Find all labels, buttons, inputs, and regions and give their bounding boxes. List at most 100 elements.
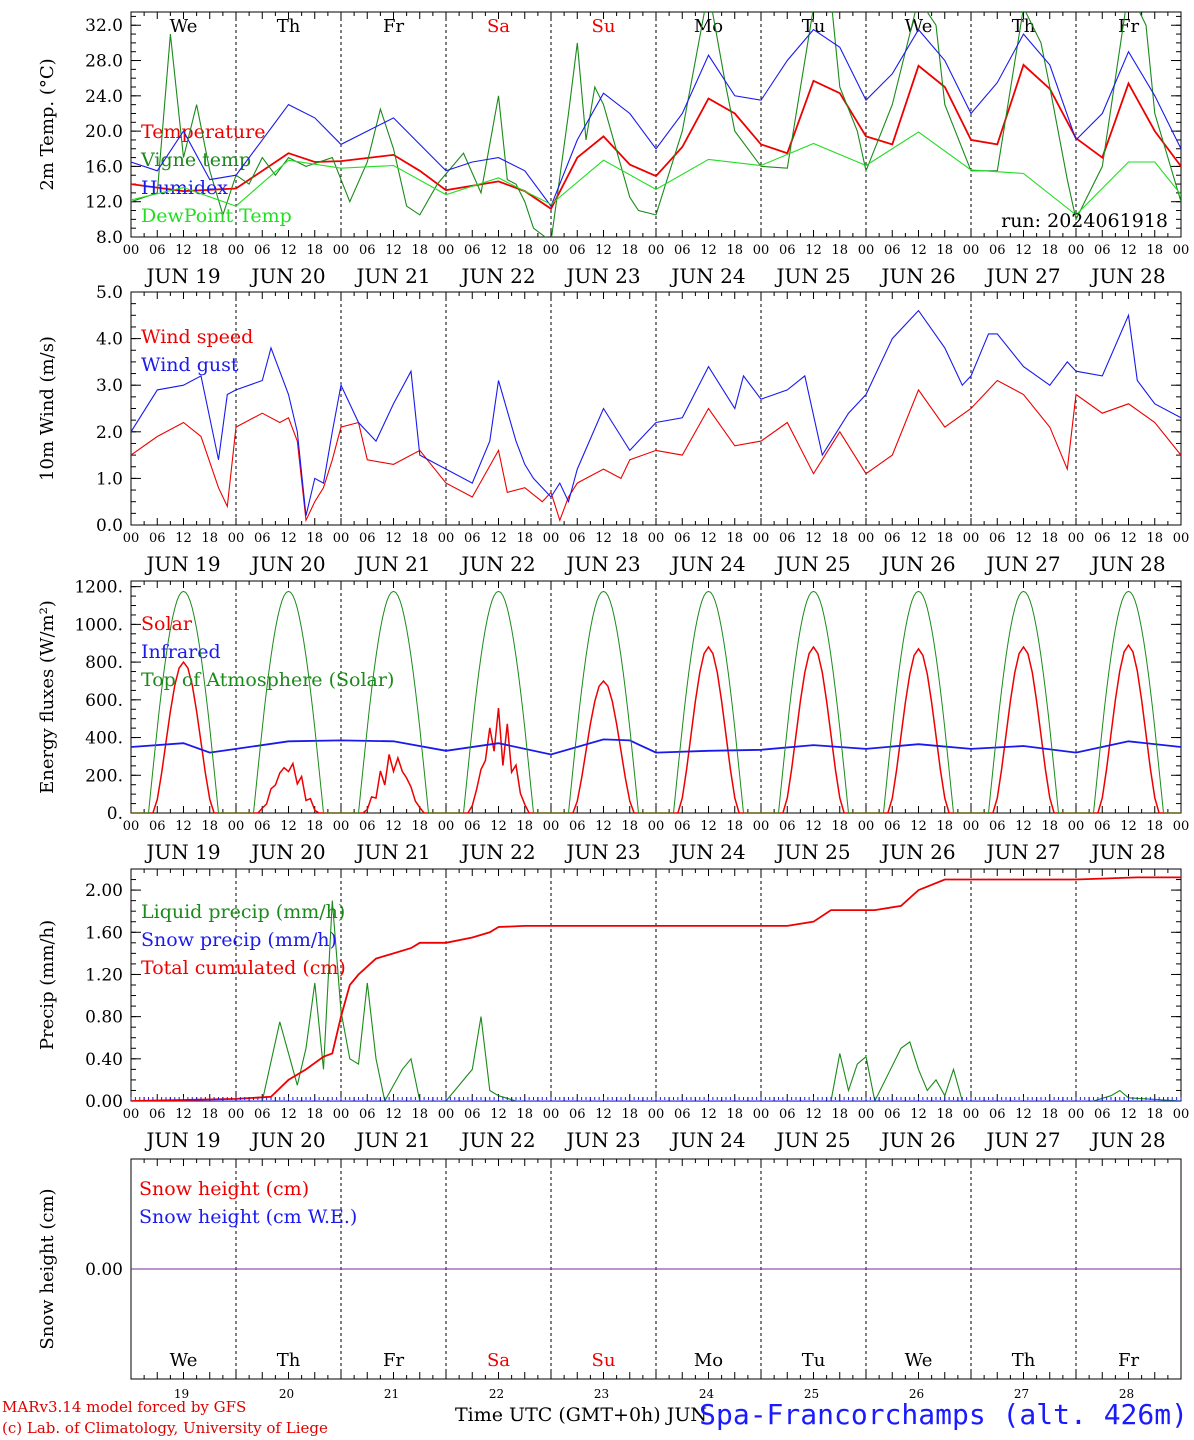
wind-hour-tick-label: 12: [1015, 531, 1032, 546]
day-number-label: 24: [699, 1387, 715, 1401]
wind-hour-tick-label: 06: [779, 531, 796, 546]
energy-hour-tick-label: 18: [1041, 819, 1058, 834]
temp-date-label: JUN 19: [144, 264, 220, 288]
energy-date-label: JUN 27: [984, 840, 1060, 864]
energy-hour-tick-label: 00: [963, 819, 980, 834]
wind-hour-tick-label: 06: [989, 531, 1006, 546]
wind-hour-tick-label: 06: [254, 531, 271, 546]
precip-y-tick-label: 0.80: [85, 1008, 123, 1028]
temp-date-label: JUN 25: [774, 264, 850, 288]
precip-date-label: JUN 21: [354, 1128, 430, 1152]
energy-hour-tick-label: 06: [989, 819, 1006, 834]
precip-hour-tick-label: 12: [385, 1107, 402, 1122]
energy-series-top-of-atmosphere-solar: [131, 590, 1181, 813]
wind-y-tick-label: 5.0: [96, 283, 123, 303]
energy-hour-tick-label: 12: [385, 819, 402, 834]
temp-hour-tick-label: 00: [1068, 243, 1085, 258]
energy-hour-tick-label: 18: [411, 819, 428, 834]
precip-date-label: JUN 28: [1089, 1128, 1165, 1152]
snow-weekday-label: We: [905, 1350, 933, 1371]
wind-hour-tick-label: 12: [595, 531, 612, 546]
energy-hour-tick-label: 18: [621, 819, 638, 834]
day-number-label: 19: [174, 1387, 189, 1401]
temp-hour-tick-label: 06: [569, 243, 586, 258]
precip-y-axis-title: Precip (mm/h): [37, 920, 58, 1050]
precip-legend-snow-precip-mm-h: Snow precip (mm/h): [141, 929, 337, 951]
temp-hour-tick-label: 18: [1041, 243, 1058, 258]
wind-hour-tick-label: 06: [464, 531, 481, 546]
temp-series-temperature: [131, 63, 1181, 211]
energy-hour-tick-label: 12: [595, 819, 612, 834]
temp-weekday-label: We: [170, 16, 198, 37]
precip-date-label: JUN 26: [879, 1128, 955, 1152]
wind-date-label: JUN 25: [774, 552, 850, 576]
energy-date-label: JUN 20: [249, 840, 325, 864]
temp-weekday-label: Fr: [1118, 16, 1139, 37]
wind-y-tick-label: 1.0: [96, 469, 123, 489]
precip-hour-tick-label: 06: [989, 1107, 1006, 1122]
run-label: run: 2024061918: [1001, 210, 1168, 232]
temp-legend-dewpoint-temp: DewPoint Temp: [141, 205, 292, 227]
energy-hour-tick-label: 06: [1094, 819, 1111, 834]
precip-hour-tick-label: 06: [254, 1107, 271, 1122]
day-number-label: 25: [804, 1387, 819, 1401]
snow-weekday-label: Th: [277, 1350, 301, 1371]
energy-hour-tick-label: 12: [280, 819, 297, 834]
temp-series-dewpoint-temp: [131, 131, 1181, 216]
temp-weekday-label: Th: [277, 16, 301, 37]
temp-hour-tick-label: 18: [621, 243, 638, 258]
energy-hour-tick-label: 12: [910, 819, 927, 834]
energy-hour-tick-label: 06: [884, 819, 901, 834]
wind-y-tick-label: 0.0: [96, 516, 123, 536]
day-number-label: 20: [279, 1387, 294, 1401]
temp-hour-tick-label: 00: [1173, 243, 1190, 258]
wind-hour-tick-label: 00: [963, 531, 980, 546]
precip-hour-tick-label: 12: [910, 1107, 927, 1122]
precip-hour-tick-label: 00: [963, 1107, 980, 1122]
temp-date-label: JUN 28: [1089, 264, 1165, 288]
temp-hour-tick-label: 12: [175, 243, 192, 258]
temp-hour-tick-label: 12: [385, 243, 402, 258]
wind-hour-tick-label: 12: [910, 531, 927, 546]
energy-date-label: JUN 19: [144, 840, 220, 864]
energy-hour-tick-label: 06: [674, 819, 691, 834]
temp-y-axis-title: 2m Temp. (°C): [37, 58, 58, 190]
precip-hour-tick-label: 12: [490, 1107, 507, 1122]
x-axis-title: Time UTC (GMT+0h) JUN: [455, 1404, 707, 1426]
wind-date-label: JUN 27: [984, 552, 1060, 576]
wind-hour-tick-label: 06: [1094, 531, 1111, 546]
energy-date-label: JUN 21: [354, 840, 430, 864]
temp-hour-tick-label: 18: [831, 243, 848, 258]
energy-hour-tick-label: 18: [516, 819, 533, 834]
precip-hour-tick-label: 06: [359, 1107, 376, 1122]
energy-y-axis-title: Energy fluxes (W/m²): [37, 600, 58, 794]
energy-hour-tick-label: 00: [123, 819, 140, 834]
snow-y-tick-label: 0.00: [85, 1260, 123, 1280]
precip-hour-tick-label: 18: [831, 1107, 848, 1122]
wind-hour-tick-label: 12: [805, 531, 822, 546]
snow-weekday-label: Su: [592, 1350, 616, 1371]
precip-hour-tick-label: 00: [648, 1107, 665, 1122]
temp-series-humidex: [131, 28, 1181, 208]
day-number-label: 27: [1014, 1387, 1029, 1401]
temp-legend-temperature: Temperature: [141, 121, 265, 143]
wind-hour-tick-label: 00: [858, 531, 875, 546]
precip-hour-tick-label: 00: [228, 1107, 245, 1122]
temp-hour-tick-label: 00: [858, 243, 875, 258]
temp-weekday-label: Sa: [487, 16, 510, 37]
wind-hour-tick-label: 00: [438, 531, 455, 546]
temp-hour-tick-label: 18: [726, 243, 743, 258]
wind-hour-tick-label: 00: [753, 531, 770, 546]
energy-hour-tick-label: 00: [438, 819, 455, 834]
wind-date-label: JUN 28: [1089, 552, 1165, 576]
temp-y-tick-label: 24.0: [85, 87, 123, 107]
wind-hour-tick-label: 06: [884, 531, 901, 546]
energy-hour-tick-label: 18: [306, 819, 323, 834]
precip-date-label: JUN 24: [669, 1128, 745, 1152]
precip-hour-tick-label: 06: [779, 1107, 796, 1122]
wind-hour-tick-label: 18: [726, 531, 743, 546]
energy-hour-tick-label: 06: [779, 819, 796, 834]
wind-legend-wind-gust: Wind gust: [141, 354, 239, 376]
temp-weekday-label: Su: [592, 16, 616, 37]
temp-hour-tick-label: 12: [805, 243, 822, 258]
